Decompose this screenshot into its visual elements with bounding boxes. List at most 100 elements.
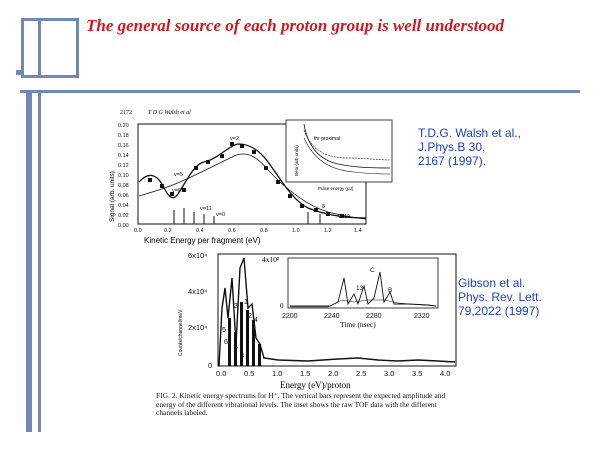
x-tick-labels: 0.0 0.2 0.4 0.6 0.8 1.0 1.2 1.4	[134, 228, 362, 234]
inset-curve-c	[303, 137, 391, 175]
inset-tof-fit	[290, 299, 437, 308]
y-tick: 4x10⁴	[188, 287, 208, 296]
slide-frame-tick	[16, 70, 22, 75]
vibrational-bars	[228, 302, 261, 366]
figure-caption: FIG. 2. Kinetic energy spectrums for H⁺.…	[156, 391, 446, 418]
x-axis-label: Kinetic Energy per fragment (eV)	[144, 236, 261, 245]
slide-title: The general source of each proton group …	[86, 16, 504, 35]
inset-note: thr proximal	[314, 136, 340, 142]
x-tick: 0.5	[244, 369, 254, 378]
y-tick: 2x10⁴	[188, 323, 208, 332]
y-tick: 0.14	[118, 153, 129, 159]
y-tick: 0.06	[118, 193, 129, 199]
label-v0: v=0	[216, 212, 225, 218]
label-v6: v=6	[172, 188, 181, 194]
peak-label: 6	[224, 339, 228, 346]
y-tick: 0.02	[118, 213, 129, 219]
inset-y-tick: 4x10²	[262, 255, 280, 264]
peak-label: 5	[222, 327, 226, 334]
inset-y-label: Beta (arb.units)	[294, 145, 299, 176]
y-tick-labels: 0.20 0.18 0.16 0.14 0.12 0.10 0.08 0.06 …	[118, 123, 129, 229]
left-rail	[26, 92, 32, 432]
inset-curve-b	[303, 129, 391, 161]
citation-line: 79,2022 (1997)	[458, 304, 540, 318]
fit-curve-secondary	[138, 153, 367, 220]
inset-x-tick: 2280	[366, 313, 382, 320]
citation-line: Phys. Rev. Lett.	[458, 290, 542, 304]
title-divider	[20, 90, 580, 93]
x-tick: 0.0	[134, 228, 142, 234]
y-tick: 0.12	[118, 163, 129, 169]
plot-frame	[217, 253, 457, 367]
x-tick: 3.0	[384, 369, 394, 378]
slide-frame-box	[21, 18, 79, 78]
peak-label: 1	[244, 299, 248, 306]
spectrum-curve	[218, 257, 456, 367]
inset-x-tick: 2200	[282, 313, 298, 320]
label-v5: v=5	[174, 172, 183, 178]
x-axis-label: Energy (eV)/proton	[280, 380, 351, 390]
label-v10: v=10	[338, 214, 350, 220]
peak-label: 2	[248, 313, 252, 320]
left-rail-thin	[38, 92, 41, 432]
y-tick: 0.08	[118, 183, 129, 189]
inset-x-tick: 2240	[324, 313, 340, 320]
x-tick: 2.0	[328, 369, 338, 378]
peak-label: 8	[240, 353, 244, 360]
x-tick: 0.2	[164, 228, 172, 234]
figure-gibson: 6x10⁴ 4x10⁴ 2x10⁴ 0 Counts/channel/meV 1…	[178, 251, 457, 390]
y-axis-label: Signal (arb. units)	[109, 171, 116, 222]
x-tick: 1.0	[292, 228, 300, 234]
y-tick: 0.20	[118, 123, 129, 129]
x-tick: 0.8	[260, 228, 268, 234]
x-tick: 0.0	[216, 369, 226, 378]
figure-walsh: 2172 T D G Walsh et al 0.20 0.18 0.16 0.…	[109, 110, 393, 245]
inset-x-tick: 2320	[414, 313, 430, 320]
x-tick: 0.4	[196, 228, 204, 234]
citation-line: Gibson et al.	[458, 276, 526, 290]
y-tick: 0.10	[118, 173, 129, 179]
y-tick: 0.16	[118, 143, 129, 149]
citation-line: T.D.G. Walsh et al.,	[418, 126, 521, 140]
data-points	[148, 142, 344, 218]
x-tick: 1.5	[300, 369, 310, 378]
citation-line: J.Phys.B 30,	[418, 140, 486, 154]
x-tick: 2.5	[356, 369, 366, 378]
x-tick: 1.4	[354, 228, 362, 234]
citation-gibson: Gibson et al. Phys. Rev. Lett. 79,2022 (…	[458, 276, 542, 318]
y-tick: 0	[208, 361, 212, 370]
y-tick: 0.18	[118, 133, 129, 139]
x-tick: 1.2	[324, 228, 332, 234]
y-tick: 0.04	[118, 203, 129, 209]
y-tick-labels: 6x10⁴ 4x10⁴ 2x10⁴ 0	[188, 251, 212, 370]
figure-page-number: 2172	[120, 110, 132, 116]
label-v2: v=2	[230, 136, 239, 142]
x-tick: 4.0	[440, 369, 450, 378]
inset-curve-a	[303, 123, 391, 169]
y-tick: 6x10⁴	[188, 251, 208, 260]
level-bars	[173, 208, 321, 224]
y-tick: 0.00	[118, 223, 129, 229]
inset-frame	[285, 119, 393, 183]
slide-frame-line	[38, 18, 41, 78]
inset-x-label: Pulse energy (μJ)	[318, 186, 354, 191]
x-tick-labels: 0.0 0.5 1.0 1.5 2.0 2.5 3.0 3.5 4.0	[216, 369, 450, 378]
figure-running-head: T D G Walsh et al	[148, 110, 191, 116]
label-v8: 8	[322, 204, 325, 210]
x-tick: 1.0	[272, 369, 282, 378]
inset-x-ticks: 2200 2240 2280 2320	[282, 313, 430, 320]
inset-frame	[287, 257, 439, 309]
inset-channel-label: 13	[356, 285, 364, 292]
x-tick: 3.5	[412, 369, 422, 378]
x-tick: 0.6	[228, 228, 236, 234]
peak-label: 7	[234, 347, 238, 354]
inset-channel-label: C	[370, 267, 375, 274]
peak-label: 3	[234, 303, 238, 310]
citation-walsh: T.D.G. Walsh et al., J.Phys.B 30, 2167 (…	[418, 126, 521, 168]
y-axis-label: Counts/channel/meV	[178, 309, 184, 356]
inset-x-label: Time (nsec)	[340, 320, 376, 329]
inset-channel-label: B	[388, 287, 392, 294]
label-v11: v=11	[200, 206, 212, 212]
peak-label: 4	[254, 317, 258, 324]
citation-line: 2167 (1997).	[418, 154, 487, 168]
